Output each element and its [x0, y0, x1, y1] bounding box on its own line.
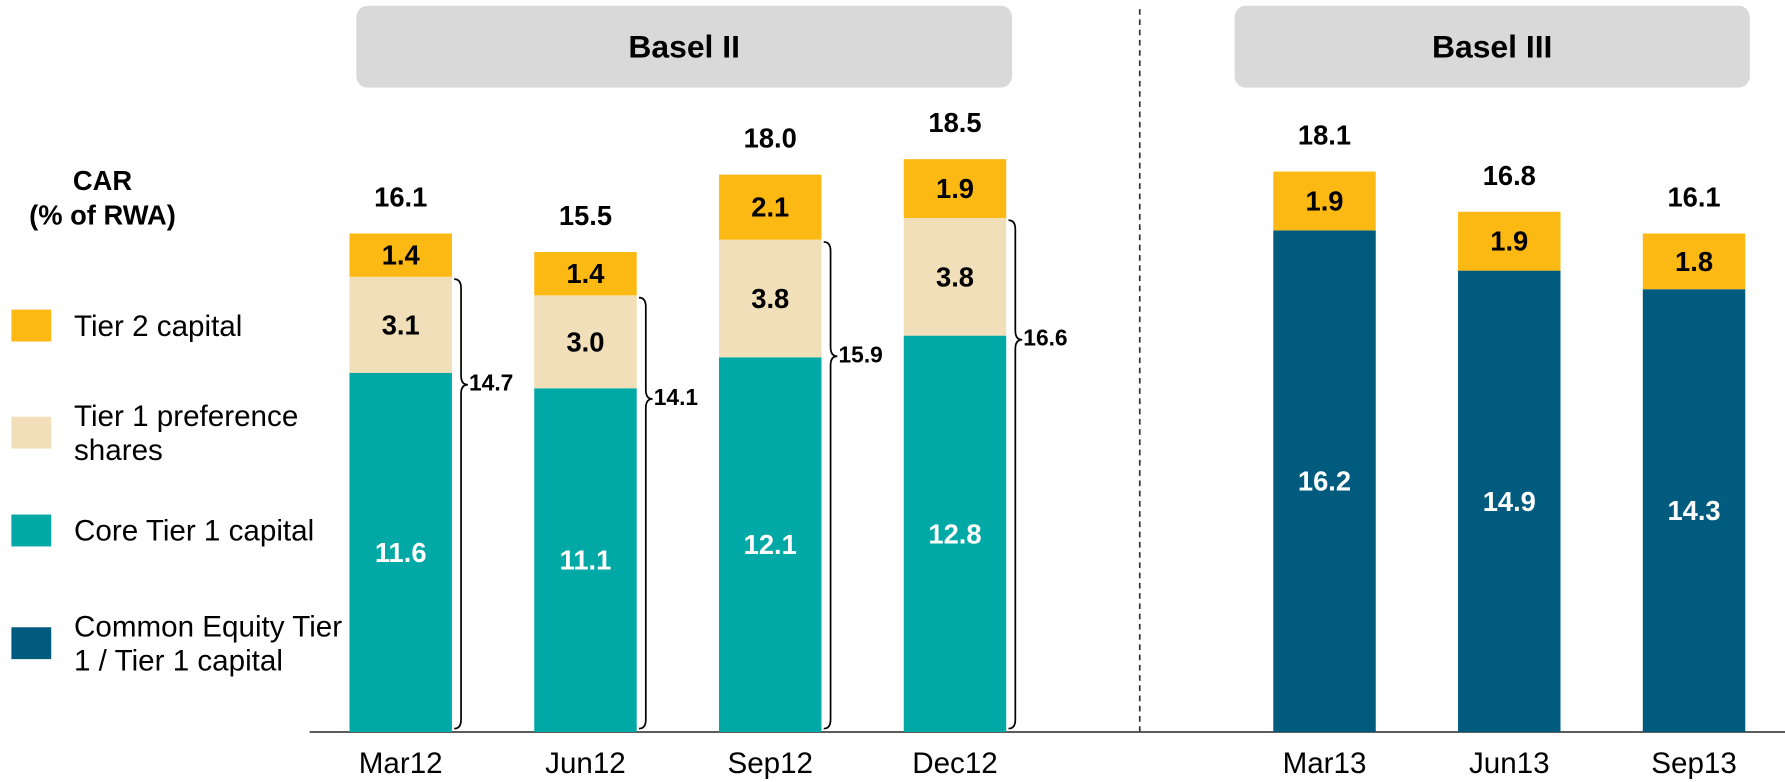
legend-swatch — [11, 416, 52, 449]
y-axis-label: CAR (% of RWA) — [29, 166, 176, 232]
data-label: 1.4 — [566, 258, 605, 289]
legend-item: Core Tier 1 capital — [11, 513, 347, 548]
tier1-label: 14.1 — [654, 384, 699, 410]
data-label: 1.9 — [1306, 185, 1344, 216]
bar-segment — [1273, 171, 1376, 231]
legend-label: Tier 1 preference shares — [73, 398, 299, 467]
total-label: 16.1 — [1667, 182, 1720, 213]
total-label: 18.5 — [928, 107, 981, 138]
x-tick-label: Dec12 — [912, 747, 998, 780]
bar-segment — [1458, 270, 1561, 732]
tier1-brace — [823, 241, 838, 730]
bar-segment — [903, 159, 1007, 218]
legend-item: Tier 1 preference shares — [11, 398, 347, 467]
bar-segment — [349, 372, 452, 732]
bar-segment — [719, 174, 822, 240]
x-tick-label: Mar12 — [359, 747, 443, 780]
data-label: 1.8 — [1675, 246, 1713, 277]
legend-swatch — [11, 627, 52, 660]
group-header — [356, 5, 1013, 88]
group-label: Basel II — [628, 28, 740, 64]
total-label: 16.1 — [374, 182, 427, 213]
data-label: 1.9 — [1490, 226, 1528, 257]
legend-item: Common Equity Tier 1 / Tier 1 capital — [11, 609, 347, 677]
group-label: Basel III — [1432, 28, 1552, 64]
tier1-brace — [1008, 219, 1023, 730]
data-label: 3.1 — [382, 309, 420, 340]
data-label: 12.8 — [928, 518, 981, 549]
data-label: 14.3 — [1667, 495, 1720, 526]
tier1-brace — [454, 278, 468, 730]
x-tick-label: Sep12 — [727, 747, 813, 780]
total-label: 18.0 — [744, 123, 797, 154]
group-header — [1234, 5, 1750, 88]
bar-segment — [1273, 230, 1376, 732]
bar-segment — [903, 335, 1007, 732]
legend-swatch — [11, 514, 52, 547]
bar-segment — [349, 276, 452, 373]
bar-segment — [534, 388, 637, 732]
bar-segment — [903, 217, 1007, 336]
bar-segment — [719, 239, 822, 358]
data-label: 11.1 — [560, 545, 612, 576]
tier1-label: 15.9 — [839, 341, 883, 367]
data-label: 11.6 — [375, 537, 427, 568]
data-label: 14.9 — [1483, 486, 1536, 517]
tier1-label: 16.6 — [1023, 325, 1067, 351]
legend-label: Core Tier 1 capital — [73, 513, 315, 548]
tier1-brace — [638, 296, 653, 730]
data-label: 3.8 — [751, 283, 789, 314]
legend-swatch — [11, 309, 52, 342]
legend-label: Common Equity Tier 1 / Tier 1 capital — [73, 609, 343, 678]
data-label: 12.1 — [744, 529, 797, 560]
data-label: 1.4 — [382, 240, 421, 271]
tier1-label: 14.7 — [469, 370, 513, 396]
bar-segment — [1458, 211, 1561, 271]
bar-segment — [1642, 289, 1746, 732]
data-label: 2.1 — [751, 192, 789, 223]
legend-label: Tier 2 capital — [73, 308, 243, 343]
data-label: 16.2 — [1298, 466, 1351, 497]
legend-item: Tier 2 capital — [11, 309, 347, 343]
bar-segment — [534, 295, 637, 389]
x-tick-label: Mar13 — [1283, 747, 1367, 780]
data-label: 1.9 — [936, 173, 974, 204]
bar-segment — [719, 357, 822, 732]
x-tick-label: Jun12 — [545, 747, 626, 780]
x-tick-label: Sep13 — [1651, 747, 1737, 780]
data-label: 3.0 — [566, 326, 604, 357]
total-label: 16.8 — [1483, 160, 1536, 191]
x-tick-label: Jun13 — [1469, 747, 1550, 780]
total-label: 15.5 — [559, 200, 612, 231]
data-label: 3.8 — [936, 261, 974, 292]
bar-segment — [1642, 233, 1746, 290]
bar-segment — [349, 233, 452, 277]
bar-segment — [534, 252, 637, 296]
total-label: 18.1 — [1298, 120, 1351, 151]
